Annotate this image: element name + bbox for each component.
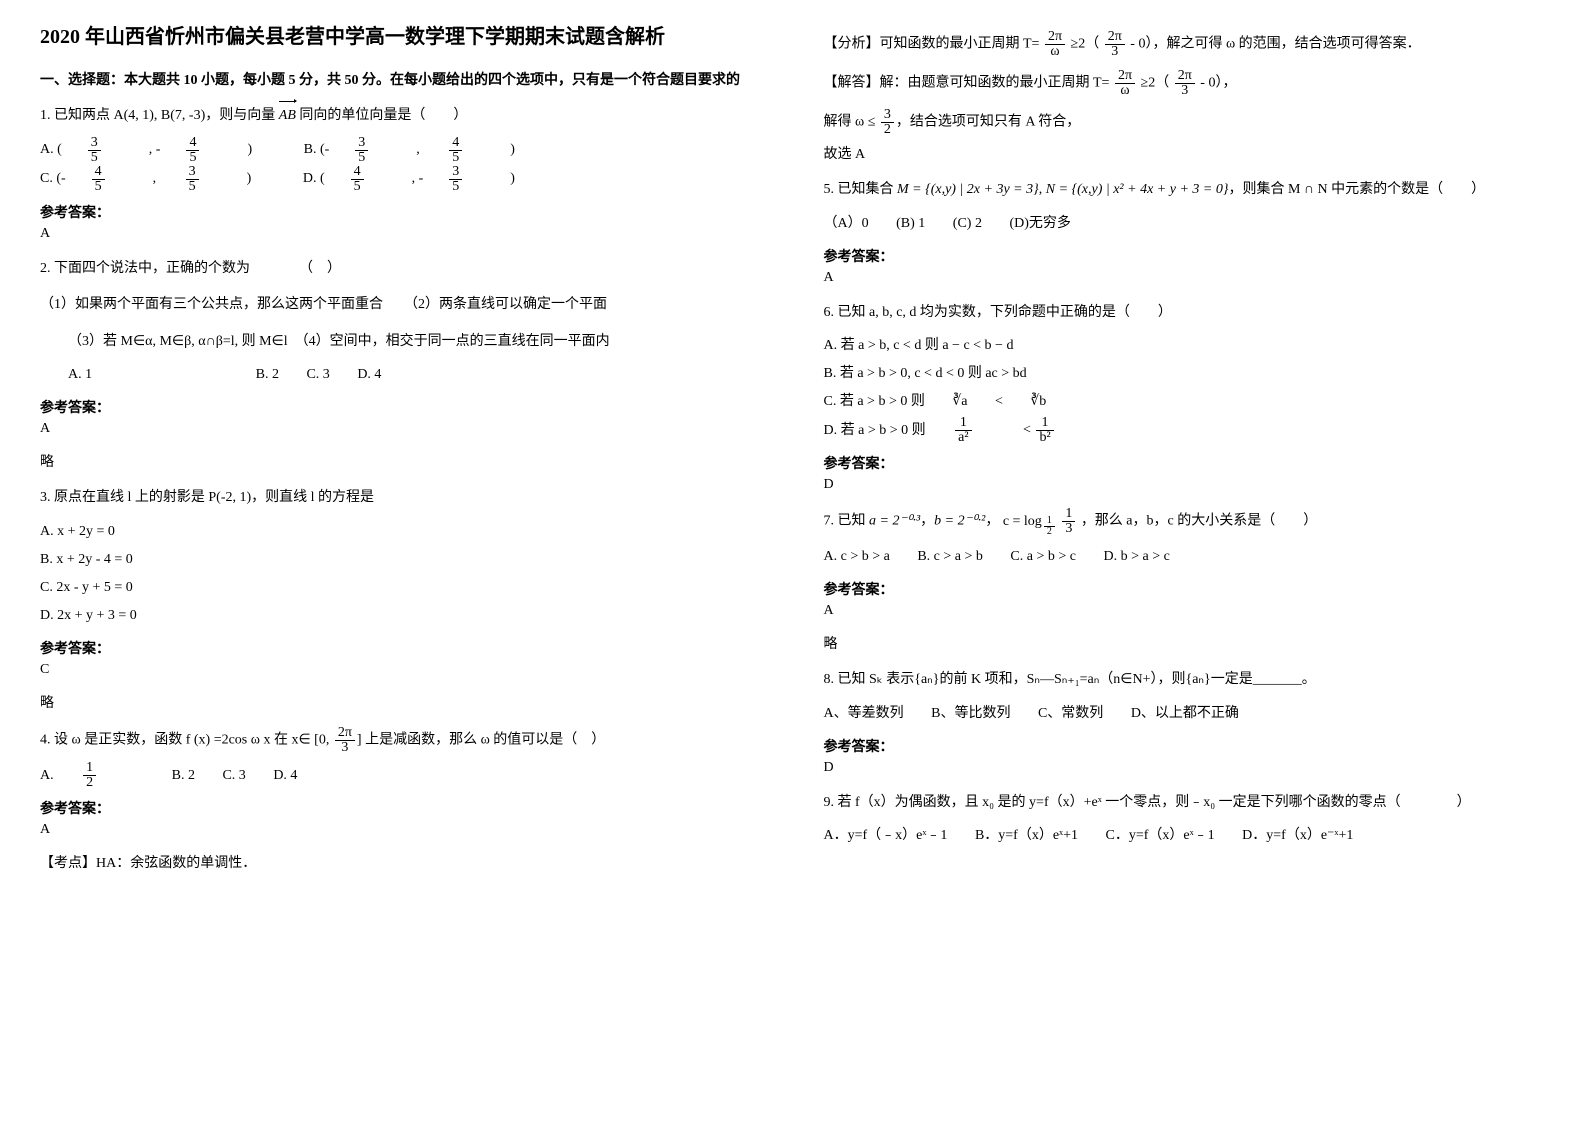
vector-ab: AB [279, 101, 296, 130]
q3-opt-d: D. 2x + y + 3 = 0 [40, 602, 329, 630]
q7-note: 略 [824, 633, 1548, 653]
q7-opt-c: C. a > b > c [1010, 549, 1076, 564]
q8-opt-b: B、等比数列 [931, 706, 1010, 721]
q7-options: A. c > b > a B. c > a > b C. a > b > c D… [824, 543, 1548, 571]
q3-opt-c: C. 2x - y + 5 = 0 [40, 574, 474, 602]
q4-options: A. 12 B. 2 C. 3 D. 4 [40, 761, 764, 790]
q9-opt-c: C．y=f（x）eˣ﹣1 [1106, 828, 1215, 843]
q7-opt-b: B. c > a > b [917, 549, 983, 564]
q2-opt-c: C. 3 [306, 367, 329, 382]
q7-opt-d: D. b > a > c [1103, 549, 1169, 564]
question-1: 1. 已知两点 A(4, 1), B(7, -3)，则与向量 AB 同向的单位向… [40, 101, 764, 130]
analysis-line1: 【分析】可知函数的最小正周期 T= 2πω ≥2（ 2π3 - 0），解之可得 … [824, 30, 1548, 59]
section-1-head: 一、选择题：本大题共 10 小题，每小题 5 分，共 50 分。在每小题给出的四… [40, 69, 764, 89]
q2-opt-d: D. 4 [357, 367, 381, 382]
q4-stem-post: 上是减函数，那么 ω 的值可以是（ ） [365, 733, 605, 748]
q4-opt-c: C. 3 [222, 768, 245, 783]
q2-answer-label: 参考答案： [40, 397, 764, 417]
q7-answer-label: 参考答案： [824, 579, 1548, 599]
analysis-line4: 故选 A [824, 143, 1548, 163]
q3-opt-a: A. x + 2y = 0 [40, 518, 474, 546]
q2-line2: （3）若 M∈α, M∈β, α∩β=l, 则 M∈l （4）空间中，相交于同一… [68, 329, 764, 356]
q7-opt-a: A. c > b > a [824, 549, 890, 564]
q5-opt-d: (D)无穷多 [1009, 216, 1070, 231]
q2-opt-b: B. 2 [256, 367, 279, 382]
analysis-line3: 解得 ω ≤ 32，结合选项可知只有 A 符合， [824, 108, 1548, 137]
q6-opt-c: C. 若 a > b > 0 则 ∛a < ∛b [824, 388, 1186, 416]
q1-stem-pre: 1. 已知两点 A(4, 1), B(7, -3)，则与向量 [40, 108, 279, 123]
q4-answer: A [40, 822, 764, 838]
q8-answer: D [824, 760, 1548, 776]
question-4: 4. 设 ω 是正实数，函数 f (x) =2cos ω x 在 x∈ [0, … [40, 726, 764, 755]
q3-answer: C [40, 662, 764, 678]
question-7: 7. 已知 a = 2⁻⁰·³，b = 2⁻⁰·²， c = log12 13 … [824, 507, 1548, 537]
q5-opt-b: (B) 1 [896, 216, 925, 231]
q2-note: 略 [40, 451, 764, 471]
q2-line1: （1）如果两个平面有三个公共点，那么这两个平面重合 （2）两条直线可以确定一个平… [40, 292, 764, 319]
q3-answer-label: 参考答案： [40, 638, 764, 658]
question-9: 9. 若 f（x）为偶函数，且 x₀ 是的 y=f（x）+eˣ 一个零点，则﹣x… [824, 790, 1548, 817]
q9-opt-b: B．y=f（x）eˣ+1 [975, 828, 1078, 843]
q8-opt-c: C、常数列 [1038, 706, 1103, 721]
q6-opt-a: A. 若 a > b, c < d 则 a − c < b − d [824, 332, 1186, 360]
q6-answer-label: 参考答案： [824, 453, 1548, 473]
q3-note: 略 [40, 692, 764, 712]
q8-answer-label: 参考答案： [824, 736, 1548, 756]
question-6: 6. 已知 a, b, c, d 均为实数，下列命题中正确的是（ ） [824, 300, 1548, 327]
q2-answer: A [40, 421, 764, 437]
q5-options: （A）0 (B) 1 (C) 2 (D)无穷多 [824, 210, 1548, 238]
q4-opt-d: D. 4 [273, 768, 297, 783]
q1-opt-c: C. (-45, 35) [40, 171, 279, 186]
q9-opt-a: A．y=f（﹣x）eˣ﹣1 [824, 828, 948, 843]
q1-answer: A [40, 226, 764, 242]
q5-opt-a: （A）0 [824, 216, 869, 231]
q1-opt-d: D. (45, -35) [303, 171, 539, 186]
q4-answer-label: 参考答案： [40, 798, 764, 818]
analysis-line2: 【解答】解：由题意可知函数的最小正周期 T= 2πω ≥2（ 2π3 - 0）， [824, 69, 1548, 98]
q6-options: A. 若 a > b, c < d 则 a − c < b − d B. 若 a… [824, 332, 1548, 445]
q2-options: A. 1 B. 2 C. 3 D. 4 [68, 361, 764, 389]
q9-opt-d: D．y=f（x）e⁻ˣ+1 [1242, 828, 1353, 843]
q4-stem-pre: 4. 设 ω 是正实数，函数 f (x) =2cos ω x 在 x∈ [40, 733, 314, 748]
q1-opt-b: B. (-35, 45) [304, 142, 539, 157]
q5-answer-label: 参考答案： [824, 246, 1548, 266]
q6-opt-d: D. 若 a > b > 0 则 1a² < 1b² [824, 416, 1186, 445]
question-5: 5. 已知集合 M = {(x,y) | 2x + 3y = 3}, N = {… [824, 177, 1548, 204]
q9-options: A．y=f（﹣x）eˣ﹣1 B．y=f（x）eˣ+1 C．y=f（x）eˣ﹣1 … [824, 822, 1548, 850]
q4-opt-b: B. 2 [172, 768, 195, 783]
page-title: 2020 年山西省忻州市偏关县老营中学高一数学理下学期期末试题含解析 [40, 20, 764, 49]
q1-stem-post: 同向的单位向量是（ ） [299, 108, 467, 123]
question-3: 3. 原点在直线 l 上的射影是 P(-2, 1)，则直线 l 的方程是 [40, 485, 764, 512]
q1-opt-a: A. (35, -45) [40, 142, 280, 157]
question-8: 8. 已知 Sₖ 表示{aₙ}的前 K 项和，Sₙ—Sₙ₊₁=aₙ（n∈N+），… [824, 667, 1548, 694]
q3-options: A. x + 2y = 0 B. x + 2y - 4 = 0 C. 2x - … [40, 518, 764, 630]
q8-options: A、等差数列 B、等比数列 C、常数列 D、以上都不正确 [824, 700, 1548, 728]
q7-answer: A [824, 603, 1548, 619]
q1-answer-label: 参考答案： [40, 202, 764, 222]
q2-opt-a: A. 1 [68, 367, 92, 382]
q6-opt-b: B. 若 a > b > 0, c < d < 0 则 ac > bd [824, 360, 1186, 388]
question-2: 2. 下面四个说法中，正确的个数为 （ ） [40, 256, 764, 283]
q4-kaodian: 【考点】HA：余弦函数的单调性． [40, 852, 764, 872]
q1-options: A. (35, -45) B. (-35, 45) C. (-45, 35) D… [40, 136, 764, 194]
q3-opt-b: B. x + 2y - 4 = 0 [40, 546, 329, 574]
q8-opt-a: A、等差数列 [824, 706, 904, 721]
q5-answer: A [824, 270, 1548, 286]
q5-opt-c: (C) 2 [953, 216, 982, 231]
q8-opt-d: D、以上都不正确 [1131, 706, 1239, 721]
q4-opt-a: A. 12 [40, 768, 148, 783]
q6-answer: D [824, 477, 1548, 493]
c-expr: c = log12 13 [1003, 514, 1078, 529]
